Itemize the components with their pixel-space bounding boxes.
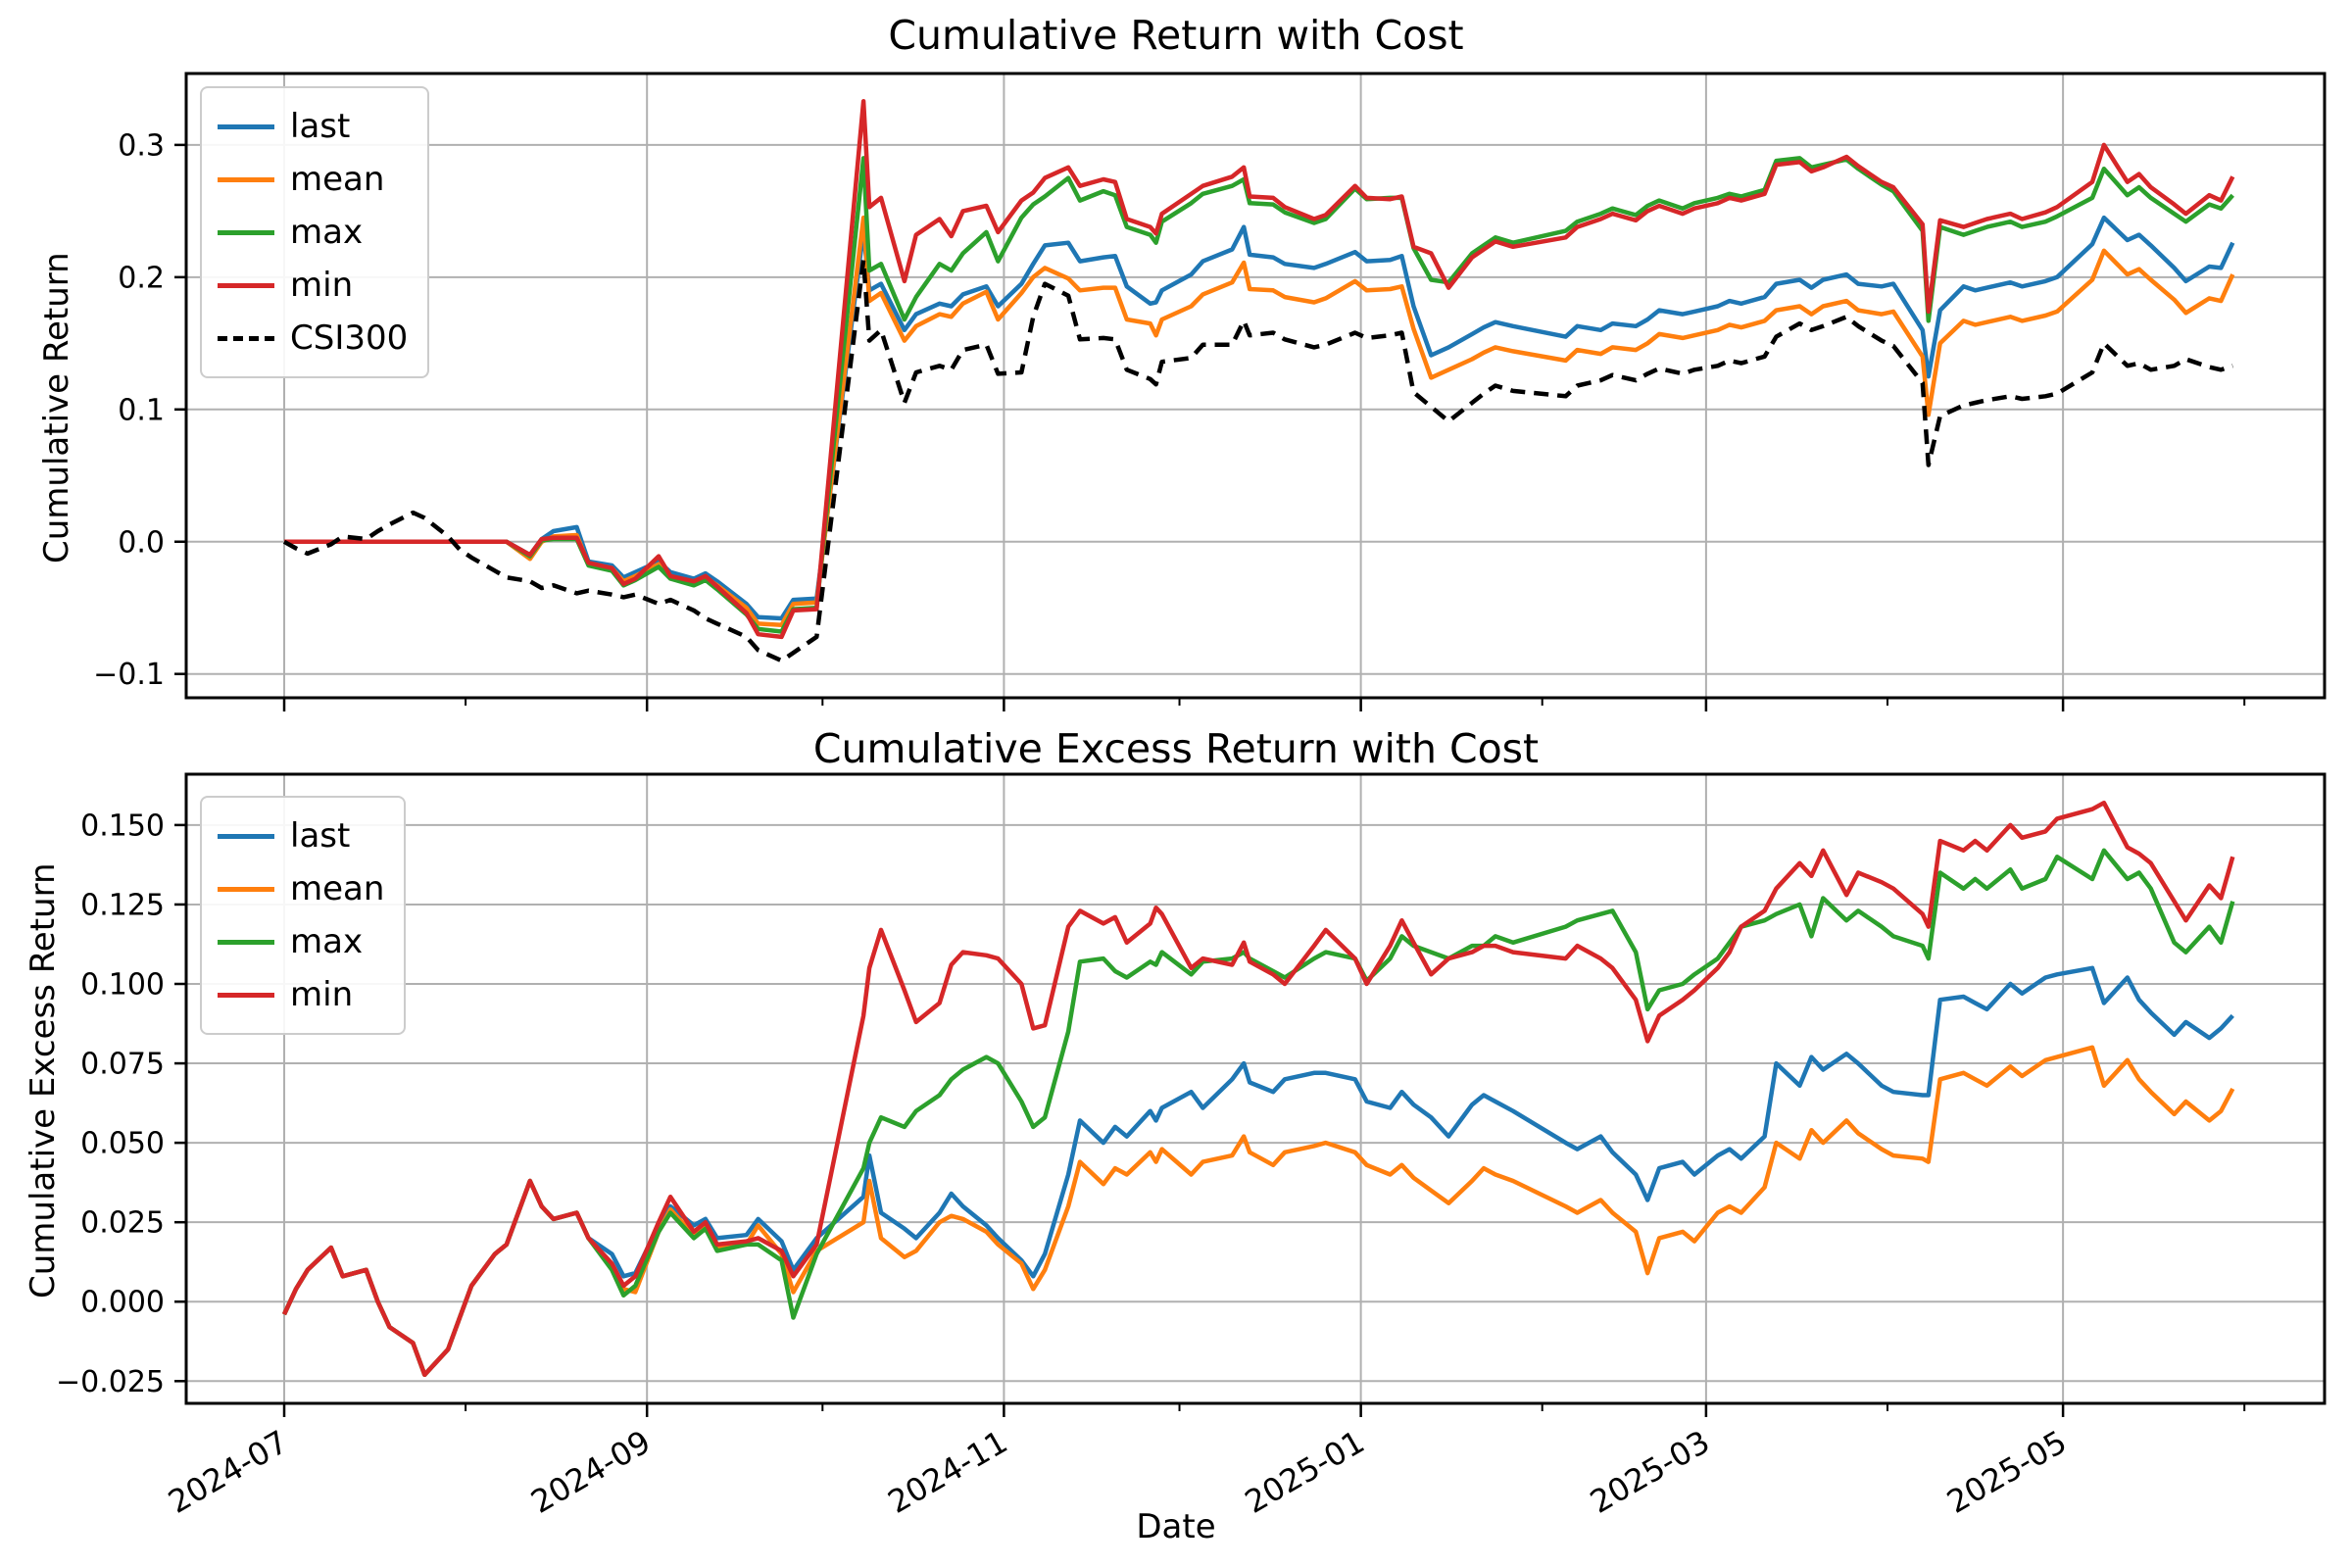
y-tick-label: 0.150 [80, 808, 165, 843]
x-axis-label: Date [1136, 1507, 1216, 1546]
series-min-line [284, 99, 2235, 640]
legend-entry-mean: mean [218, 153, 408, 206]
legend-entry-min: min [218, 259, 408, 312]
y-tick-label: 0.1 [118, 393, 165, 427]
legend-entry-last: last [218, 809, 384, 862]
x-tick-label: 2024-09 [524, 1423, 657, 1521]
top-chart-legend: last mean max min CSI300 [200, 86, 430, 378]
axes-spines [184, 772, 2327, 1405]
y-tick-label: 0.000 [80, 1286, 165, 1320]
legend-mean-line-icon [218, 886, 274, 892]
x-tick-label: 2025-05 [1940, 1423, 2073, 1521]
legend-CSI300-line-icon [218, 335, 274, 341]
bottom-y-axis-label: Cumulative Excess Return [24, 862, 63, 1298]
legend-max-line-icon [218, 939, 274, 945]
legend-last-line-icon [218, 123, 274, 129]
y-tick-label: 0.125 [80, 888, 165, 922]
legend-max-line-icon [218, 229, 274, 235]
y-tick-label: 0.025 [80, 1206, 165, 1241]
plot-background [186, 774, 2325, 1403]
legend-label: mean [290, 869, 385, 908]
legend-entry-CSI300: CSI300 [218, 312, 408, 365]
y-tick-label: −0.025 [56, 1365, 165, 1399]
legend-label: last [290, 816, 351, 856]
series-min-line [281, 800, 2235, 1378]
top-chart-title: Cumulative Return with Cost [888, 12, 1464, 59]
x-tick-label: 2024-07 [162, 1423, 294, 1521]
top-chart: 0.3 0.2 0.1 0.0 −0.1 [93, 72, 2327, 711]
x-tick-label: 2025-03 [1584, 1423, 1716, 1521]
y-tick-label: 0.075 [80, 1048, 165, 1082]
legend-label: min [290, 266, 354, 305]
y-tick-label: 0.050 [80, 1127, 165, 1161]
bottom-chart: 2024-07 2024-09 2024-11 2025-01 2025-03 2025-… [56, 772, 2327, 1521]
series-CSI300-line [282, 258, 2234, 663]
legend-entry-mean: mean [218, 862, 384, 915]
legend-entry-max: max [218, 915, 384, 968]
top-y-axis-label: Cumulative Return [37, 252, 76, 564]
legend-entry-min: min [218, 968, 384, 1021]
legend-label: CSI300 [290, 318, 409, 358]
legend-entry-max: max [218, 206, 408, 259]
legend-mean-line-icon [218, 176, 274, 182]
y-tick-label: 0.0 [118, 525, 165, 560]
y-tick-label: −0.1 [93, 658, 165, 692]
bottom-chart-legend: last mean max min [200, 796, 407, 1035]
y-tick-label: 0.100 [80, 968, 165, 1003]
legend-label: max [290, 213, 364, 252]
legend-last-line-icon [218, 833, 274, 839]
legend-min-line-icon [218, 282, 274, 288]
legend-label: max [290, 922, 364, 961]
x-tick-label: 2025-01 [1239, 1423, 1371, 1521]
legend-entry-last: last [218, 100, 408, 153]
axes-spines [184, 72, 2327, 700]
legend-label: min [290, 975, 354, 1014]
legend-label: mean [290, 160, 385, 199]
legend-label: last [290, 107, 351, 146]
legend-min-line-icon [218, 992, 274, 998]
y-tick-label: 0.2 [118, 261, 165, 295]
y-tick-label: 0.3 [118, 128, 165, 163]
plot-background [186, 74, 2325, 698]
x-tick-label: 2024-11 [882, 1423, 1014, 1521]
bottom-chart-title: Cumulative Excess Return with Cost [812, 725, 1540, 772]
